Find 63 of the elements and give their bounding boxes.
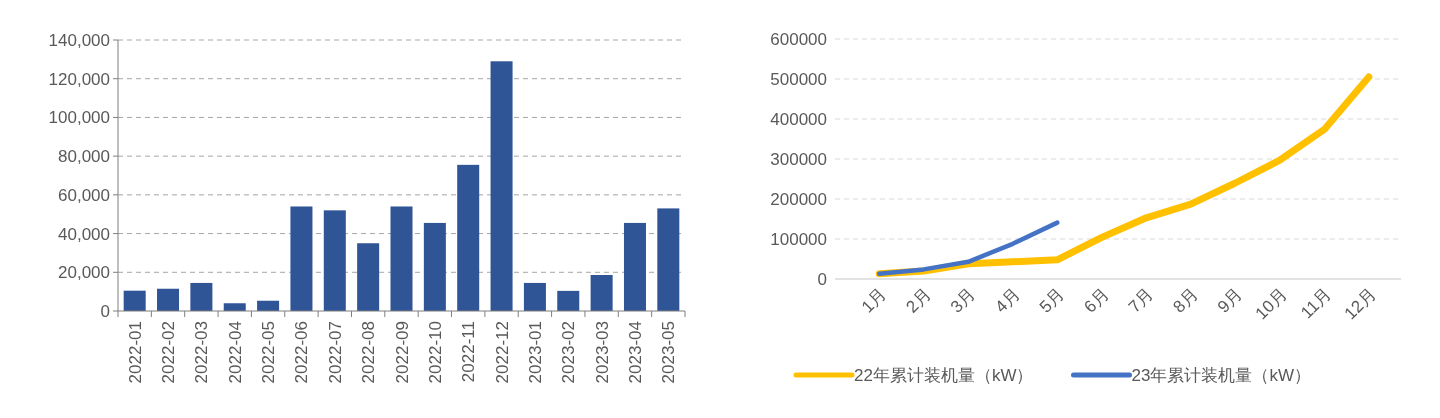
bar	[590, 275, 613, 311]
line-series	[877, 220, 1060, 277]
x-tick-label: 2023-04	[625, 321, 645, 384]
x-tick-label: 2022-01	[125, 321, 145, 384]
y-tick-label: 100000	[770, 230, 827, 249]
y-tick-label: 200000	[770, 190, 827, 209]
x-tick-label: 7月	[1124, 284, 1158, 317]
x-tick-label: 2022-07	[325, 321, 345, 384]
y-tick-label: 40,000	[58, 224, 110, 244]
bar	[157, 288, 180, 311]
legend-label: 23年累计装机量（kW）	[1131, 366, 1311, 385]
bar	[490, 61, 513, 311]
x-tick-label: 2022-11	[459, 321, 479, 383]
x-tick-label: 2023-01	[525, 321, 545, 384]
x-tick-label: 12月	[1340, 284, 1380, 324]
y-tick-label: 400000	[770, 110, 827, 129]
bar	[390, 206, 413, 311]
y-tick-label: 600000	[770, 30, 827, 49]
x-tick-label: 11月	[1297, 284, 1336, 323]
x-tick-label: 2023-03	[592, 321, 612, 384]
x-tick-label: 2022-08	[359, 321, 379, 384]
x-tick-label: 2022-12	[492, 321, 512, 384]
y-tick-label: 80,000	[58, 147, 110, 167]
x-tick-label: 2022-09	[392, 321, 412, 384]
x-tick-label: 2022-06	[292, 321, 312, 384]
x-tick-label: 6月	[1080, 284, 1113, 317]
x-tick-label: 10月	[1251, 284, 1291, 324]
legend-label: 22年累计装机量（kW）	[854, 366, 1034, 385]
y-tick-label: 140,000	[48, 31, 110, 50]
bar	[557, 290, 580, 311]
y-tick-label: 120,000	[48, 69, 110, 89]
x-tick-label: 2023-02	[559, 321, 579, 384]
x-tick-label: 8月	[1169, 284, 1202, 317]
x-tick-label: 5月	[1035, 284, 1069, 317]
x-tick-label: 2022-05	[259, 321, 279, 384]
bar	[623, 222, 646, 311]
x-tick-label: 2023-05	[659, 321, 679, 384]
bar	[290, 206, 313, 311]
bar	[423, 222, 446, 311]
bar	[123, 290, 146, 311]
y-tick-label: 20,000	[58, 263, 110, 283]
y-tick-label: 500000	[770, 70, 827, 89]
x-tick-label: 4月	[991, 284, 1024, 317]
x-tick-label: 2022-03	[192, 321, 212, 384]
bar	[323, 210, 346, 311]
x-tick-label: 2022-02	[159, 321, 179, 384]
x-tick-label: 2月	[902, 284, 935, 317]
x-tick-label: 2022-04	[225, 321, 245, 384]
bar	[190, 282, 213, 311]
bar	[223, 303, 246, 311]
bar	[523, 282, 546, 311]
y-tick-label: 0	[817, 270, 827, 289]
y-tick-label: 0	[100, 302, 110, 321]
y-tick-label: 300000	[770, 150, 827, 169]
bar	[357, 243, 380, 311]
x-tick-label: 9月	[1213, 284, 1247, 317]
y-tick-label: 60,000	[58, 185, 110, 205]
bar	[657, 208, 680, 311]
x-tick-label: 3月	[946, 284, 980, 317]
x-tick-label: 2022-10	[425, 321, 445, 384]
bar	[457, 164, 480, 311]
x-tick-label: 1月	[857, 284, 891, 317]
y-tick-label: 100,000	[48, 108, 110, 128]
